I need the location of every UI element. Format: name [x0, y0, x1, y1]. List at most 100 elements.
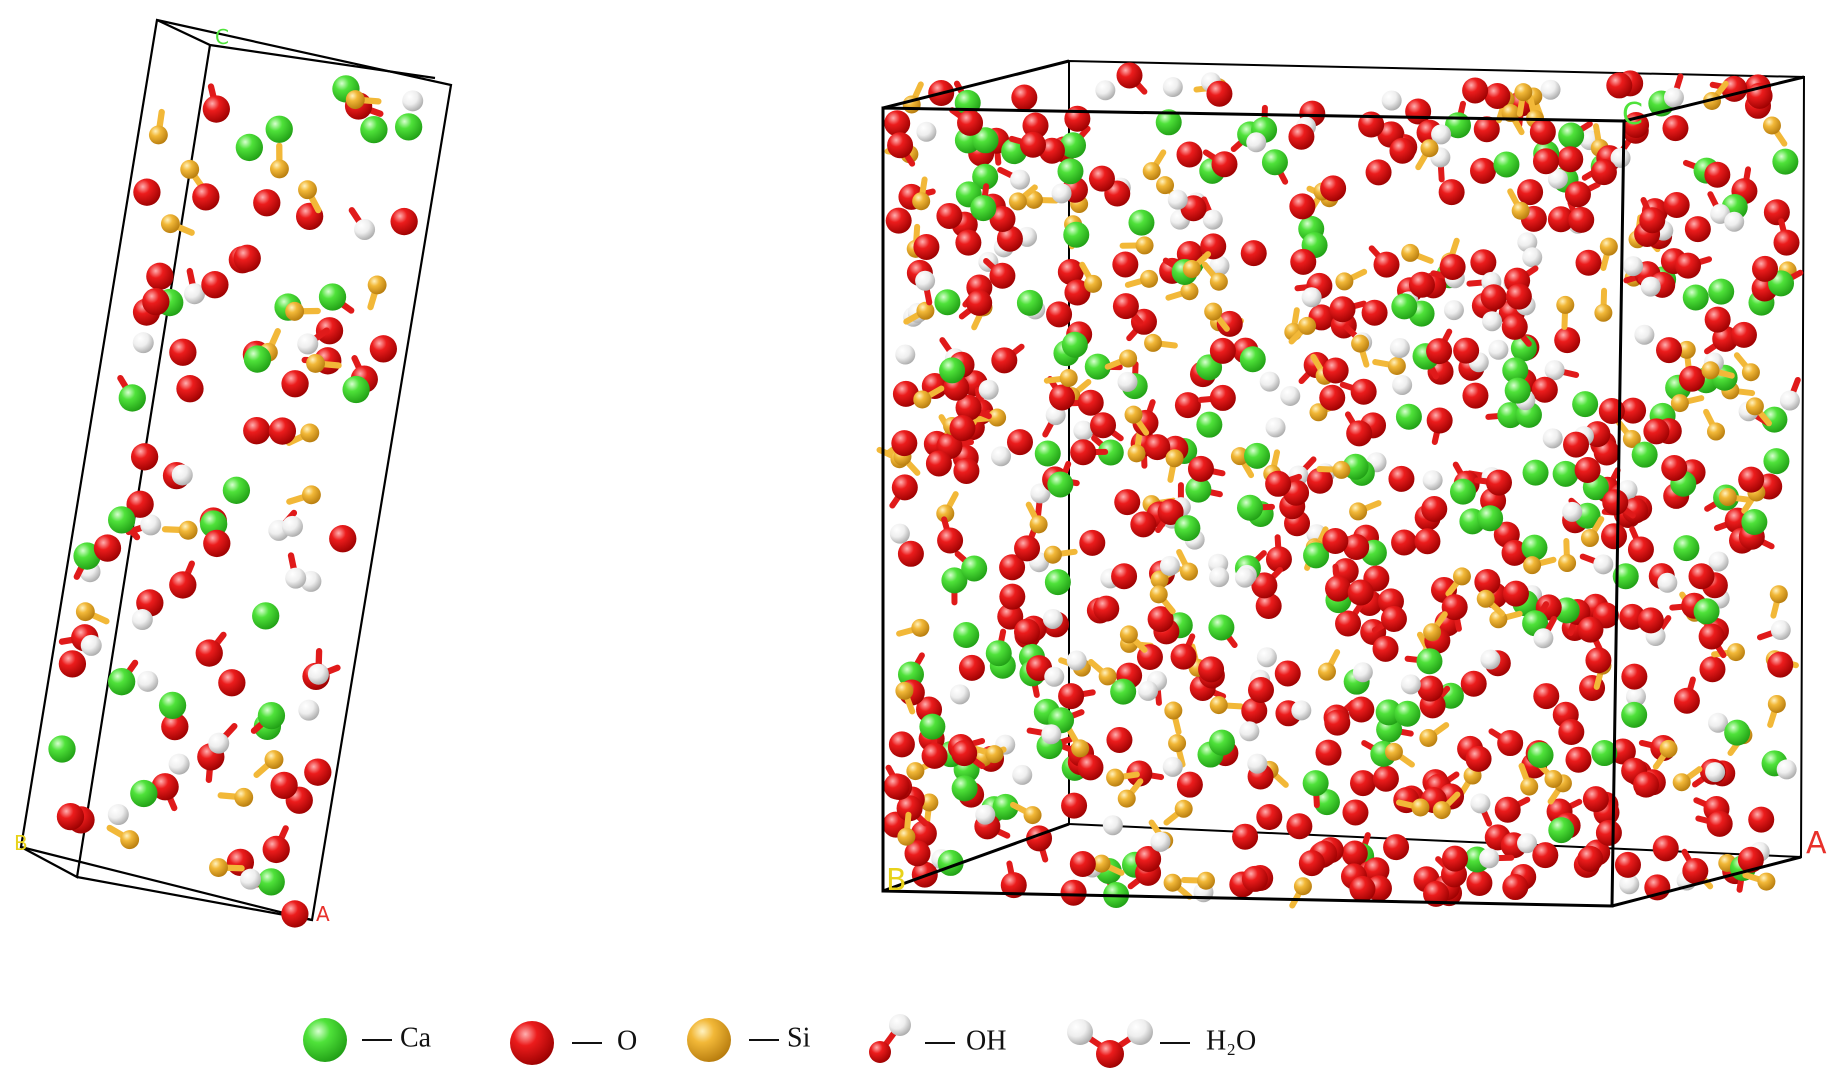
atom	[1159, 555, 1180, 576]
atom	[1497, 730, 1524, 757]
atom	[1044, 569, 1071, 596]
atom	[1466, 870, 1493, 897]
atom	[218, 669, 246, 697]
atom	[1230, 447, 1249, 466]
atom	[1612, 563, 1639, 590]
atom	[1135, 236, 1154, 255]
atom	[345, 90, 365, 110]
atom	[298, 699, 320, 721]
atom	[1155, 109, 1182, 136]
atom	[1255, 592, 1282, 619]
atom	[176, 375, 204, 403]
atom	[1738, 466, 1765, 493]
atoms-right	[876, 62, 1804, 909]
atom	[1051, 183, 1072, 204]
atom	[1102, 815, 1123, 836]
atom	[1470, 793, 1491, 814]
atom	[1011, 84, 1038, 111]
atom	[1548, 817, 1575, 844]
atom	[169, 571, 197, 599]
legend-label: OH	[966, 1025, 1006, 1056]
atom	[126, 490, 154, 518]
atom	[1674, 252, 1701, 279]
atom	[1610, 147, 1631, 168]
atom	[1562, 501, 1583, 522]
atom	[1348, 696, 1375, 723]
atom	[1347, 579, 1374, 606]
atom	[1417, 675, 1444, 702]
atom	[904, 840, 931, 867]
atom	[1485, 469, 1512, 496]
cell-edge	[76, 875, 313, 922]
atom	[1663, 87, 1684, 108]
atom	[1023, 806, 1042, 825]
atom	[1421, 496, 1448, 523]
atom	[1701, 361, 1720, 380]
atom	[1319, 384, 1346, 411]
atom	[891, 474, 918, 501]
atom	[201, 271, 229, 299]
atom	[1077, 754, 1104, 781]
atom	[1064, 279, 1091, 306]
atom	[1517, 232, 1538, 253]
atom	[1594, 303, 1613, 322]
atom	[1482, 311, 1503, 332]
atom	[1375, 699, 1402, 726]
legend-swatch	[869, 1041, 891, 1063]
cell-edge	[1623, 75, 1805, 123]
atom	[1673, 535, 1700, 562]
atom	[80, 634, 102, 656]
atom	[975, 804, 996, 825]
atom	[1093, 595, 1120, 622]
atom	[1769, 585, 1788, 604]
atom	[1763, 448, 1790, 475]
atom	[1034, 440, 1061, 467]
atom	[1209, 255, 1230, 276]
atom	[1730, 321, 1757, 348]
atom	[1779, 390, 1800, 411]
atom	[1462, 77, 1489, 104]
atom	[1180, 282, 1199, 301]
atom	[1071, 739, 1090, 758]
atom	[1431, 124, 1452, 145]
atom	[1014, 618, 1041, 645]
atom	[1527, 742, 1554, 769]
atom	[178, 520, 198, 540]
atom	[1187, 455, 1214, 482]
atom	[892, 380, 919, 407]
atom	[1384, 742, 1403, 761]
atom	[989, 262, 1016, 289]
atom	[264, 750, 284, 770]
atom	[1401, 243, 1420, 262]
atom	[1156, 176, 1175, 195]
atom	[1389, 137, 1416, 164]
atom	[1140, 269, 1159, 288]
atom	[1204, 302, 1223, 321]
atom	[936, 202, 963, 229]
atom	[1670, 394, 1689, 413]
legend: Ca O Si OH H₂O	[303, 1014, 1256, 1068]
atom	[1724, 211, 1745, 232]
atom	[1389, 338, 1410, 359]
atom	[1432, 801, 1451, 820]
atom	[1150, 831, 1171, 852]
axis-label: A	[316, 902, 330, 926]
atom	[304, 758, 332, 786]
atom	[1699, 656, 1726, 683]
atom	[1462, 382, 1489, 409]
atom	[1149, 585, 1168, 604]
atom	[997, 603, 1024, 630]
atom	[992, 793, 1019, 820]
atom	[1165, 449, 1184, 468]
atom	[1420, 139, 1439, 158]
legend-item: Si	[687, 1018, 811, 1062]
atom	[1280, 385, 1301, 406]
atom	[1708, 712, 1729, 733]
atom	[1706, 422, 1725, 441]
atom	[953, 622, 980, 649]
atom	[1112, 293, 1139, 320]
atom	[1251, 572, 1278, 599]
atom	[342, 375, 370, 404]
atom	[1058, 683, 1085, 710]
atom	[985, 745, 1004, 764]
